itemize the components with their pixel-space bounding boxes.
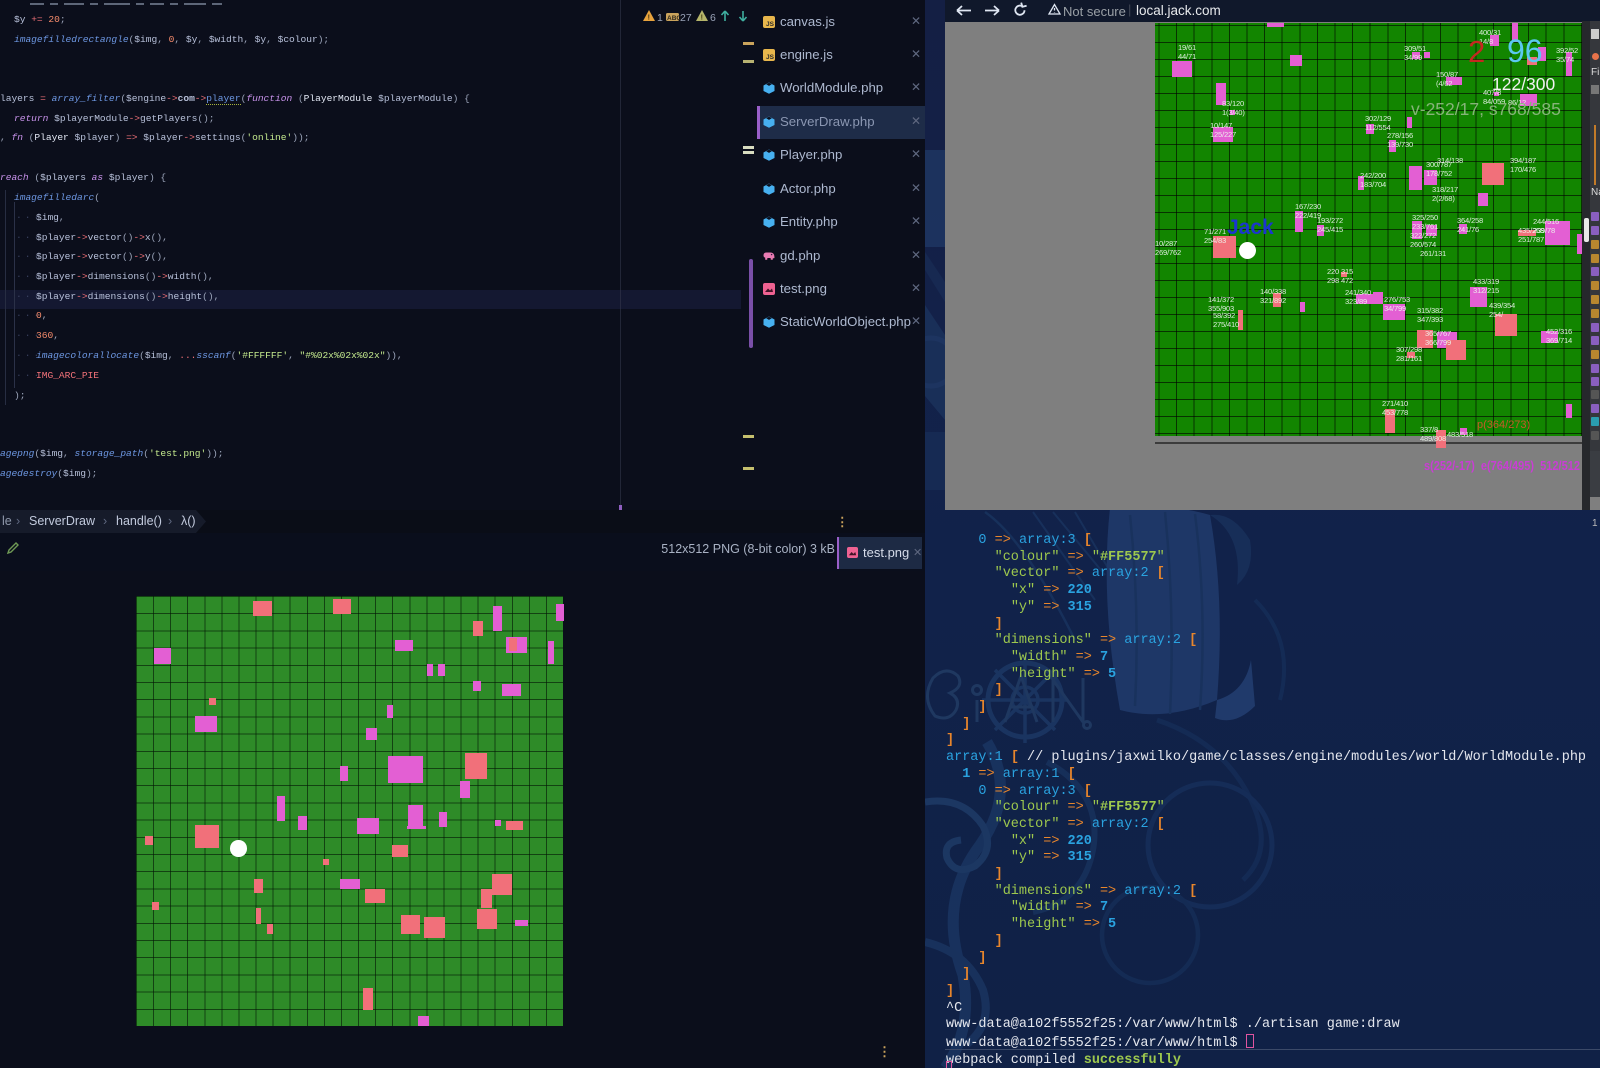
svg-text:1: 1 <box>657 12 663 24</box>
svg-text:!: ! <box>701 15 703 22</box>
svg-text:27: 27 <box>680 12 692 24</box>
svg-text:!: ! <box>648 15 650 22</box>
svg-text:JS: JS <box>766 21 775 28</box>
svg-text:ABC: ABC <box>667 15 681 22</box>
svg-text:JS: JS <box>766 54 775 61</box>
svg-text:6: 6 <box>710 12 716 24</box>
